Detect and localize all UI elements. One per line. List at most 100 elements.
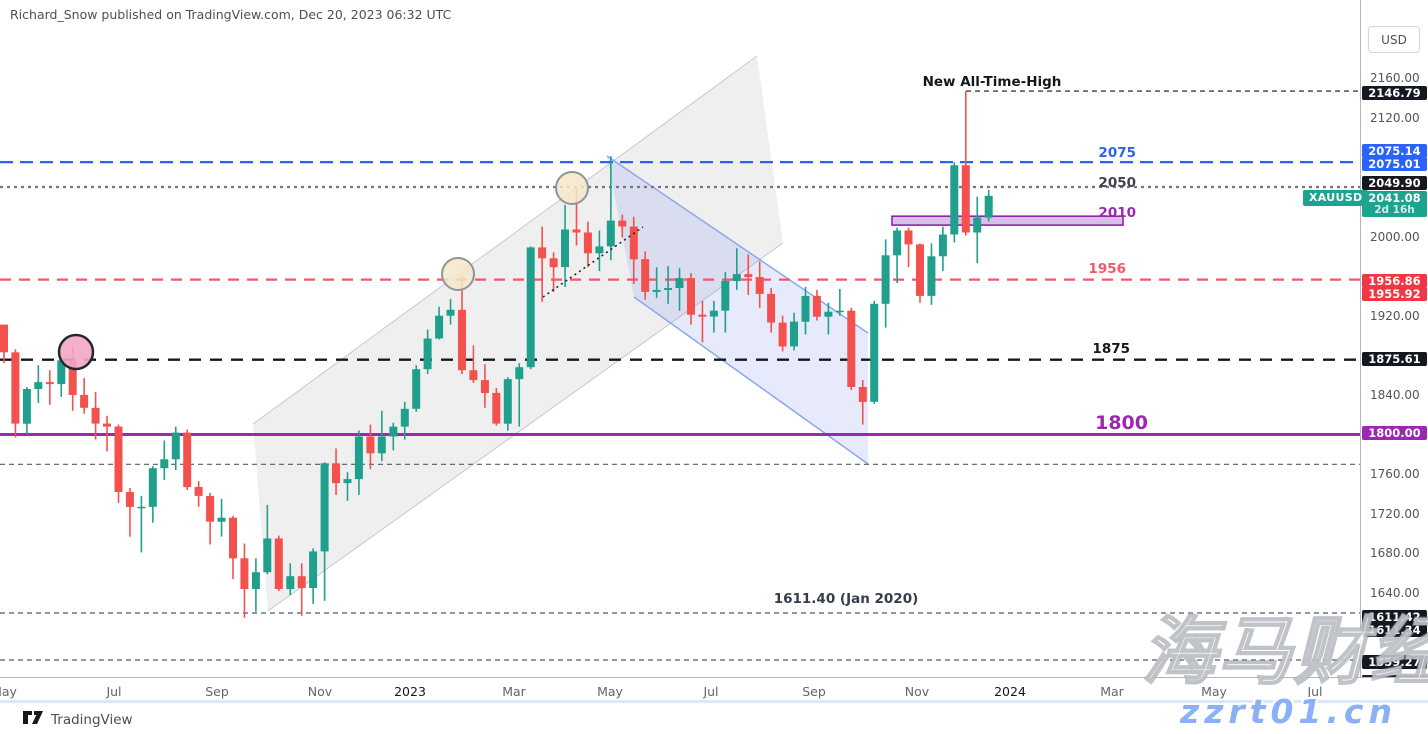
candle-body <box>469 370 478 381</box>
price-badge: 2041.08 2d 16h <box>1362 191 1427 217</box>
candle-body <box>881 255 890 304</box>
candle-body <box>366 436 375 454</box>
price-badge: 2075.14 <box>1362 144 1427 158</box>
candle-body <box>732 274 741 281</box>
candle-body <box>572 229 581 233</box>
candle-body <box>263 538 272 573</box>
candle-body <box>435 315 444 339</box>
price-badge: 2075.01 <box>1362 157 1427 171</box>
candle-body <box>377 436 386 454</box>
candle-body <box>217 517 226 522</box>
candle-body <box>755 277 764 294</box>
candle-body <box>160 459 169 469</box>
candle-body <box>286 576 295 590</box>
chart-label: 1956 <box>1088 261 1126 277</box>
candle-body <box>984 195 993 218</box>
ascending-channel-lower <box>267 242 784 612</box>
time-label-month: Sep <box>802 684 826 699</box>
symbol-label: XAUUSD <box>1303 190 1369 206</box>
candle-body <box>950 165 959 235</box>
price-badge: 1611.34 <box>1362 623 1427 637</box>
tradingview-brand-link[interactable]: TradingView <box>22 710 133 730</box>
time-label-month: Mar <box>502 684 526 699</box>
candle-body <box>68 360 77 395</box>
time-label-month: Mar <box>1100 684 1124 699</box>
time-label-month: May <box>0 684 17 699</box>
candle-body <box>446 309 455 316</box>
price-tick: 2160.00 <box>1370 71 1420 85</box>
time-label-month: Nov <box>307 684 333 699</box>
candle-body <box>389 426 398 437</box>
price-badge: 1955.92 <box>1362 287 1427 301</box>
time-label-month: Jul <box>106 684 122 699</box>
price-tick: 1640.00 <box>1370 586 1420 600</box>
candle-body <box>400 408 409 427</box>
candle-body <box>171 432 180 460</box>
dotted-trendline <box>542 226 644 298</box>
candle-body <box>332 463 340 484</box>
price-badge: 1956.86 <box>1362 274 1427 288</box>
axis-highlight-strip <box>0 700 1428 703</box>
candle-body <box>251 572 260 589</box>
candle-body <box>22 389 31 424</box>
price-badge: 1611.42 <box>1362 610 1427 624</box>
candle-body <box>824 311 833 317</box>
candle-body <box>11 352 20 424</box>
price-badge: 1559.27 <box>1362 655 1427 669</box>
candle-body <box>790 321 798 347</box>
price-badge: 1875.61 <box>1362 352 1427 366</box>
candle-body <box>274 538 283 589</box>
support-zone-2010 <box>891 215 1124 226</box>
candle-body <box>103 423 111 427</box>
candle-body <box>148 468 157 507</box>
circle-marker-1956 <box>441 257 475 291</box>
candle-body <box>492 392 501 424</box>
chart-label: New All-Time-High <box>923 74 1062 90</box>
candle-body <box>538 247 547 259</box>
candle-body <box>561 229 569 268</box>
bottom-bar: TradingView <box>0 703 1428 734</box>
currency-button[interactable]: USD <box>1368 26 1420 53</box>
candle-body <box>480 380 489 393</box>
chart-label: 2010 <box>1098 205 1136 221</box>
candle-body <box>893 230 902 256</box>
chart-label: 1875 <box>1092 341 1130 357</box>
candle-body <box>595 246 604 254</box>
candle-body <box>904 230 913 245</box>
time-label-month: Jul <box>1307 684 1323 699</box>
candle-body <box>526 247 535 368</box>
price-tick: 1720.00 <box>1370 506 1420 521</box>
candle-body <box>744 274 753 278</box>
price-badge: 2146.79 <box>1362 86 1427 100</box>
candle-body <box>91 407 100 424</box>
candle-body <box>675 278 684 288</box>
candle-body <box>137 506 146 509</box>
candle-body <box>606 220 615 247</box>
price-tick: 2120.00 <box>1370 110 1420 125</box>
candle-body <box>206 495 215 522</box>
candle-body <box>916 244 924 296</box>
ascending-channel-upper <box>252 55 758 425</box>
time-label-month: Sep <box>205 684 229 699</box>
candle-body <box>57 360 66 385</box>
candle-body <box>721 281 730 311</box>
ascending-channel <box>253 56 783 611</box>
price-axis: USD 2160.00 2120.00 2000.00 1920.00 1840.00 1… <box>1360 0 1428 677</box>
candle-body <box>618 220 627 227</box>
price-badge <box>1362 675 1427 677</box>
time-label-month: May <box>1201 684 1227 699</box>
chart-pane: New All-Time-High 2075 2050 2010 1956 1875 180… <box>0 55 1360 661</box>
candle-body <box>80 394 89 408</box>
publish-title: Richard_Snow published on TradingView.co… <box>10 7 452 22</box>
candle-body <box>709 310 718 317</box>
candle-body <box>309 551 318 588</box>
candle-body <box>194 487 203 496</box>
candle-body <box>503 379 512 424</box>
descending-channel-lower <box>633 296 869 465</box>
candle-body <box>698 314 707 317</box>
candle-body <box>583 232 592 254</box>
price-tick: 1760.00 <box>1370 467 1420 482</box>
candle-body <box>354 436 363 480</box>
candle-body <box>240 558 249 589</box>
